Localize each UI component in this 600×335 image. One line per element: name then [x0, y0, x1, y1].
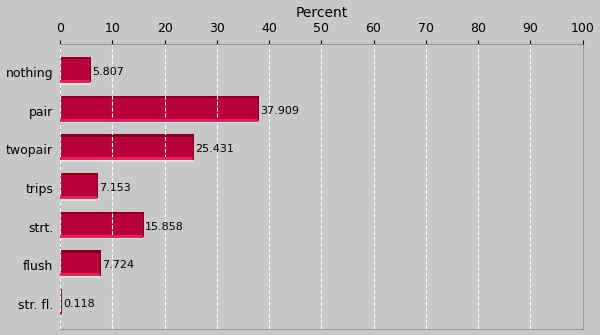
Bar — [60, 196, 97, 200]
Text: 25.431: 25.431 — [195, 144, 234, 154]
Bar — [60, 80, 91, 84]
Text: 7.724: 7.724 — [103, 260, 134, 270]
Text: 7.153: 7.153 — [100, 183, 131, 193]
Bar — [60, 214, 143, 239]
Bar — [60, 312, 61, 316]
Bar — [60, 253, 100, 278]
Bar — [60, 160, 193, 162]
Bar — [60, 291, 61, 317]
Bar — [60, 83, 91, 84]
Bar — [60, 176, 97, 201]
Bar — [60, 315, 61, 317]
Bar — [60, 238, 143, 239]
Bar — [60, 234, 143, 239]
Bar — [60, 273, 100, 277]
X-axis label: Percent: Percent — [295, 6, 347, 19]
Bar — [60, 212, 144, 237]
Bar — [60, 289, 62, 314]
Bar — [60, 57, 91, 82]
Text: 15.858: 15.858 — [145, 222, 184, 231]
Bar — [60, 250, 101, 275]
Bar — [60, 96, 259, 121]
Bar — [60, 137, 193, 162]
Text: 5.807: 5.807 — [92, 67, 124, 77]
Bar — [60, 276, 100, 278]
Text: 0.118: 0.118 — [63, 299, 95, 309]
Bar — [60, 98, 258, 123]
Bar — [60, 134, 194, 159]
Bar — [60, 199, 97, 201]
Bar — [60, 119, 258, 122]
Bar — [60, 157, 193, 161]
Text: 37.909: 37.909 — [260, 106, 299, 116]
Bar — [60, 173, 98, 198]
Bar — [60, 59, 91, 84]
Bar — [60, 122, 258, 123]
